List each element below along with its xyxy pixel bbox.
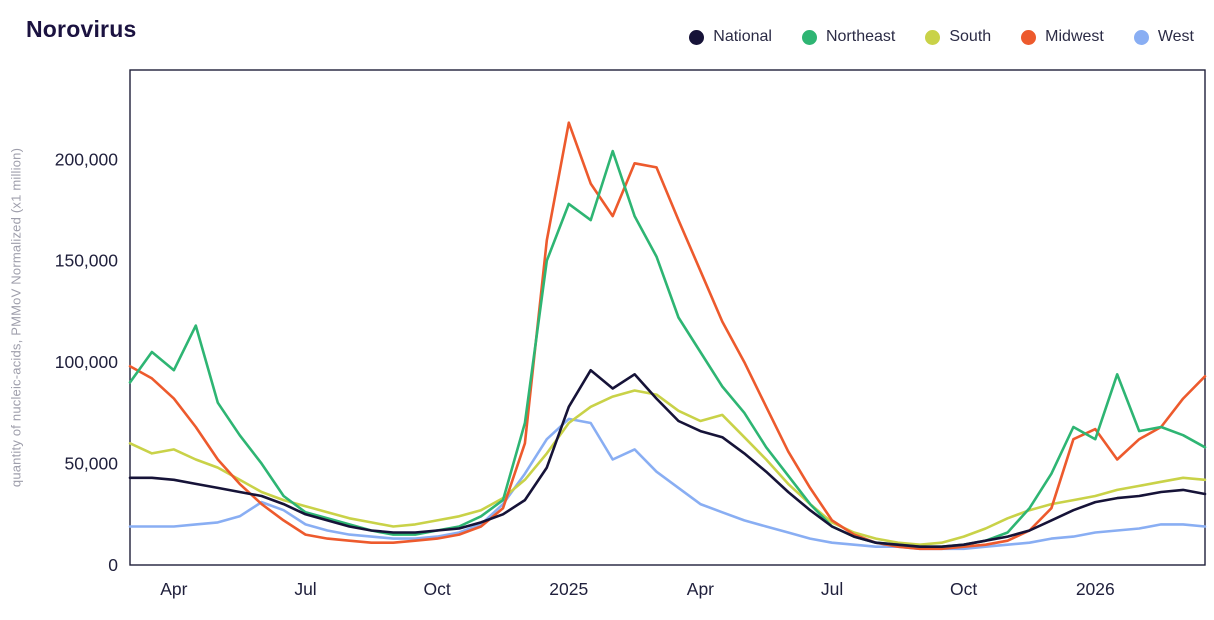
legend-dot-west — [1133, 29, 1149, 45]
legend-item-west[interactable]: West — [1133, 28, 1194, 46]
y-tick-label: 150,000 — [55, 251, 119, 271]
x-tick-label: Jul — [294, 579, 316, 599]
page-title: Norovirus — [26, 16, 137, 42]
x-tick-label: Jul — [821, 579, 843, 599]
series-line-northeast — [128, 149, 1207, 549]
y-tick-label: 100,000 — [55, 352, 119, 372]
legend-label: Midwest — [1045, 28, 1104, 45]
series-line-west — [128, 417, 1207, 551]
legend-item-midwest[interactable]: Midwest — [1021, 28, 1104, 46]
legend-label: Northeast — [825, 28, 896, 45]
legend-item-northeast[interactable]: Northeast — [801, 28, 896, 46]
legend-label: South — [949, 28, 992, 45]
legend-dot-midwest — [1021, 29, 1037, 45]
y-tick-label: 200,000 — [55, 149, 119, 169]
legend-dot-northeast — [801, 29, 817, 45]
x-tick-label: Apr — [687, 579, 714, 599]
legend-item-national[interactable]: National — [689, 28, 772, 46]
plot-border — [129, 69, 1206, 566]
legend-item-south[interactable]: South — [925, 28, 991, 46]
legend-dot-south — [925, 29, 941, 45]
chart-legend: National Northeast South Midwest West — [689, 28, 1194, 46]
y-tick-label: 0 — [108, 555, 118, 575]
legend-label: National — [713, 28, 772, 45]
series-line-national — [128, 368, 1207, 549]
legend-dot-national — [689, 29, 705, 45]
x-tick-label: 2025 — [549, 579, 588, 599]
x-tick-label: Apr — [160, 579, 187, 599]
x-tick-label: Oct — [424, 579, 451, 599]
x-tick-label: 2026 — [1076, 579, 1115, 599]
x-tick-label: Oct — [950, 579, 977, 599]
legend-label: West — [1157, 28, 1194, 45]
y-tick-label: 50,000 — [64, 454, 118, 474]
series-line-south — [128, 389, 1207, 547]
